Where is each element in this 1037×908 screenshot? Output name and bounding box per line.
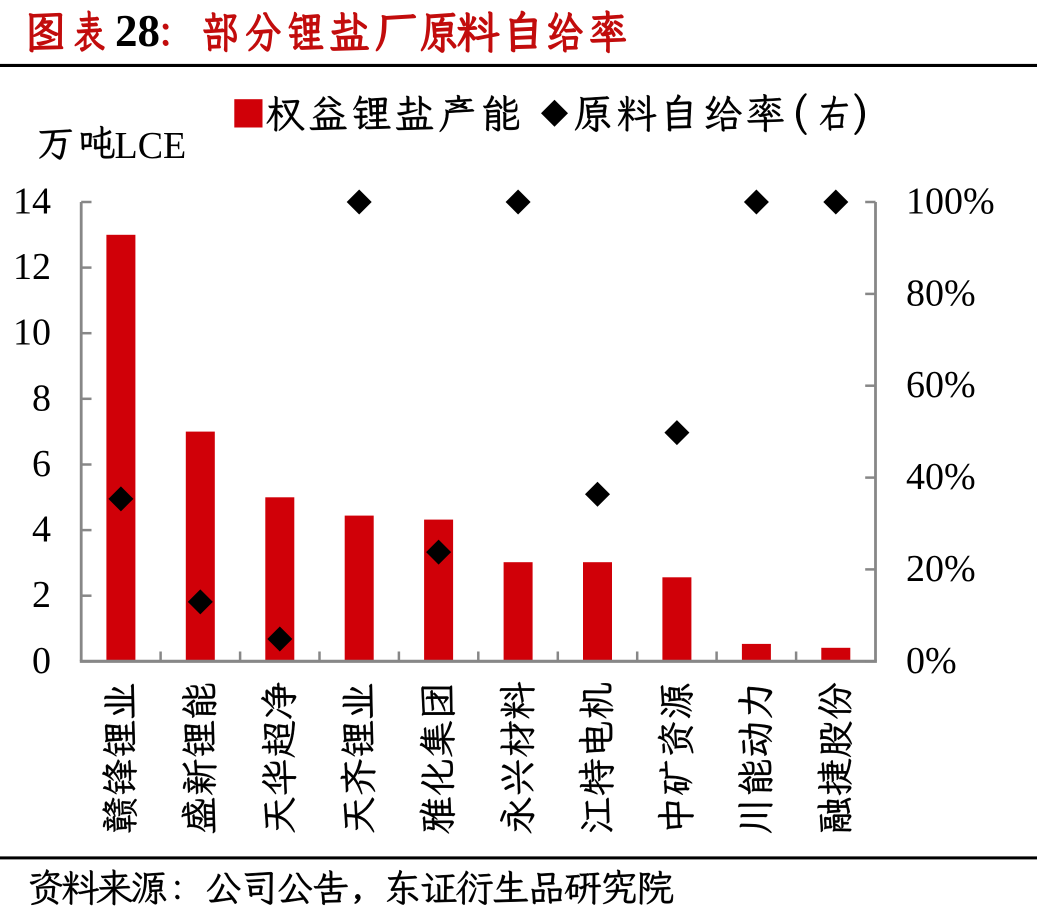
svg-text:100%: 100% (906, 181, 995, 223)
svg-text:60%: 60% (906, 364, 976, 406)
svg-text:0%: 0% (906, 640, 957, 682)
svg-text:28: 28 (115, 6, 160, 56)
svg-text:12: 12 (13, 246, 51, 288)
svg-text:40%: 40% (906, 456, 976, 498)
svg-text:4: 4 (32, 509, 51, 551)
svg-text:20%: 20% (906, 548, 976, 590)
svg-text:10: 10 (13, 312, 51, 354)
svg-text:0: 0 (32, 640, 51, 682)
svg-text:2: 2 (32, 574, 51, 616)
svg-text:LCE: LCE (115, 125, 187, 167)
svg-text:6: 6 (32, 443, 51, 485)
svg-text:14: 14 (13, 181, 51, 223)
svg-text:8: 8 (32, 377, 51, 419)
svg-text:80%: 80% (906, 272, 976, 314)
